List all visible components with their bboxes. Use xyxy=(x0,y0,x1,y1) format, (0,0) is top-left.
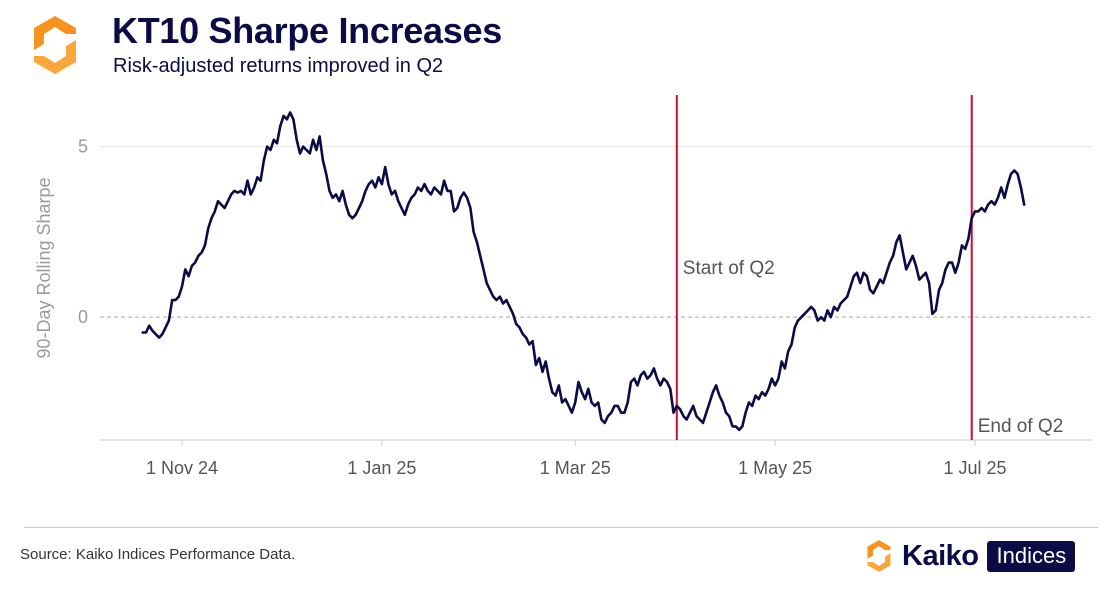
quarter-markers: Start of Q2 End of Q2 xyxy=(675,95,1064,440)
kaiko-logo-icon xyxy=(867,540,891,572)
x-tick-labels: 1 Nov 24 1 Jan 25 1 Mar 25 1 May 25 1 Jul 25 xyxy=(146,440,1007,478)
y-tick-label: 0 xyxy=(78,307,88,327)
x-tick-label: 1 Nov 24 xyxy=(146,458,218,478)
series-line-kt10 xyxy=(141,111,1026,432)
y-tick-label: 5 xyxy=(78,137,88,157)
chart-subtitle: Risk-adjusted returns improved in Q2 xyxy=(113,55,444,77)
x-tick-label: 1 Jan 25 xyxy=(347,458,416,478)
kaiko-logo-icon xyxy=(34,16,76,74)
end-of-q2-label: End of Q2 xyxy=(978,416,1064,437)
sharpe-line-chart: 05 1 Nov 24 1 Jan 25 1 Mar 25 1 May 25 1 Jul… xyxy=(34,95,1092,478)
x-tick-label: 1 Jul 25 xyxy=(943,458,1006,478)
footer-divider xyxy=(24,527,1098,528)
source-note: Source: Kaiko Indices Performance Data. xyxy=(20,546,296,563)
x-tick-label: 1 May 25 xyxy=(738,458,812,478)
chart-title: KT10 Sharpe Increases xyxy=(112,10,502,51)
brand-name: Kaiko xyxy=(902,539,979,572)
x-tick-label: 1 Mar 25 xyxy=(540,458,611,478)
y-tick-labels: 05 xyxy=(78,137,88,328)
y-axis-label: 90-Day Rolling Sharpe xyxy=(34,177,54,358)
brand-badge: Indices xyxy=(987,540,1076,572)
grid-layer xyxy=(100,146,1092,441)
start-of-q2-label: Start of Q2 xyxy=(683,258,775,279)
kaiko-indices-brand: Kaiko Indices xyxy=(862,538,1076,574)
